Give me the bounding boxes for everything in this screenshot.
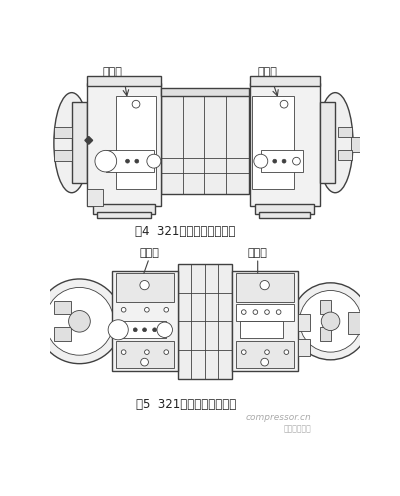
Circle shape: [321, 312, 340, 330]
Circle shape: [121, 350, 126, 355]
Circle shape: [132, 100, 140, 108]
Circle shape: [265, 350, 269, 355]
Bar: [259, 212, 310, 218]
Circle shape: [276, 310, 281, 314]
Bar: [320, 300, 330, 313]
Bar: [87, 189, 103, 206]
Circle shape: [144, 308, 149, 312]
Bar: [116, 341, 174, 368]
Text: 平衡腔: 平衡腔: [248, 248, 268, 258]
Text: 中国压缩机网: 中国压缩机网: [284, 425, 312, 434]
Circle shape: [265, 310, 269, 314]
Bar: [320, 102, 335, 184]
Bar: [252, 97, 294, 189]
Bar: [112, 271, 178, 372]
Bar: [351, 136, 360, 152]
Bar: [106, 150, 154, 172]
Bar: [250, 76, 320, 86]
Circle shape: [108, 320, 128, 340]
Text: 平衡腔: 平衡腔: [257, 67, 277, 77]
Text: 平衡腔: 平衡腔: [139, 248, 159, 258]
Circle shape: [45, 288, 114, 355]
Circle shape: [133, 328, 137, 332]
Bar: [161, 94, 249, 194]
Circle shape: [164, 308, 168, 312]
Bar: [54, 127, 72, 138]
Bar: [54, 327, 71, 341]
Bar: [232, 271, 298, 372]
Bar: [338, 150, 352, 160]
Bar: [240, 321, 282, 338]
Circle shape: [157, 322, 172, 337]
Circle shape: [153, 328, 156, 332]
Bar: [348, 312, 360, 334]
Ellipse shape: [317, 93, 353, 193]
Bar: [96, 212, 151, 218]
Text: 平衡腔: 平衡腔: [102, 67, 122, 77]
Circle shape: [261, 358, 268, 366]
Bar: [250, 83, 320, 206]
Bar: [261, 150, 304, 172]
Bar: [72, 102, 87, 184]
Circle shape: [147, 154, 161, 168]
Bar: [161, 88, 249, 96]
Circle shape: [69, 310, 90, 332]
Circle shape: [135, 159, 139, 163]
Bar: [298, 313, 310, 330]
Circle shape: [164, 350, 168, 355]
Bar: [118, 321, 166, 338]
Bar: [87, 76, 161, 86]
Bar: [178, 263, 232, 379]
Circle shape: [126, 159, 130, 163]
Circle shape: [242, 350, 246, 355]
Polygon shape: [85, 136, 93, 144]
Circle shape: [141, 358, 148, 366]
Circle shape: [121, 308, 126, 312]
Bar: [54, 150, 72, 161]
Circle shape: [242, 310, 246, 314]
Bar: [93, 204, 155, 213]
Bar: [116, 97, 156, 189]
Text: compressor.cn: compressor.cn: [246, 413, 312, 422]
Text: 图4  321螺杆压缩机正视图: 图4 321螺杆压缩机正视图: [136, 225, 236, 238]
Circle shape: [282, 159, 286, 163]
Circle shape: [260, 281, 269, 290]
Circle shape: [140, 281, 149, 290]
Text: 图5  321螺杆压缩机俯视图: 图5 321螺杆压缩机俯视图: [136, 398, 236, 411]
Circle shape: [280, 100, 288, 108]
Bar: [255, 204, 314, 213]
Bar: [338, 127, 352, 137]
Bar: [236, 273, 294, 302]
Circle shape: [253, 310, 258, 314]
Bar: [87, 83, 161, 206]
Ellipse shape: [54, 93, 90, 193]
Circle shape: [95, 150, 117, 172]
Bar: [236, 304, 294, 320]
Bar: [236, 341, 294, 368]
Circle shape: [143, 328, 146, 332]
Circle shape: [284, 350, 289, 355]
Bar: [320, 327, 330, 341]
Circle shape: [254, 154, 268, 168]
Circle shape: [273, 159, 277, 163]
Circle shape: [37, 279, 122, 364]
Circle shape: [300, 291, 362, 352]
Circle shape: [292, 157, 300, 165]
Circle shape: [292, 283, 369, 360]
Bar: [116, 273, 174, 302]
Bar: [298, 339, 310, 356]
Circle shape: [144, 350, 149, 355]
Bar: [54, 301, 71, 314]
